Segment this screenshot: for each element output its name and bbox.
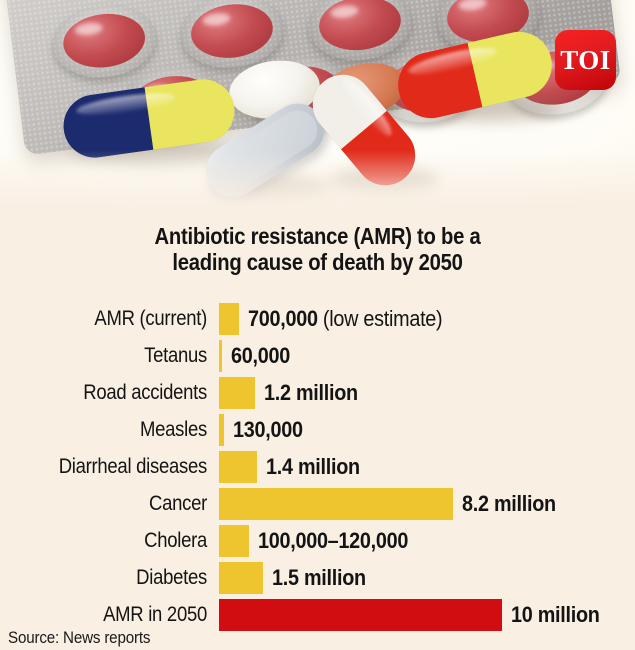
toi-logo-text: TOI — [560, 44, 611, 75]
chart-row: Measles 130,000 — [0, 411, 635, 448]
category-label: Measles — [140, 417, 207, 441]
value-label: 130,000 — [233, 416, 303, 442]
bar — [219, 302, 239, 335]
category-label: Cholera — [144, 528, 207, 552]
chart-row: Tetanus 60,000 — [0, 337, 635, 374]
value-label: 8.2 million — [462, 490, 556, 516]
bar — [219, 339, 222, 372]
category-label: Diabetes — [136, 565, 207, 589]
value-label: 1.2 million — [264, 379, 358, 405]
red-tablet — [188, 0, 276, 63]
pills-photo: TOI — [0, 0, 635, 218]
category-label: AMR in 2050 — [103, 602, 207, 626]
blister-pill — [304, 0, 417, 66]
category-label: Diarrheal diseases — [58, 454, 208, 478]
value-note: (low estimate) — [317, 305, 443, 331]
page-title: Antibiotic resistance (AMR) to be a lead… — [51, 223, 583, 275]
bar — [219, 524, 249, 557]
bar — [219, 487, 453, 520]
value-label: 1.4 million — [266, 453, 360, 479]
bar — [219, 376, 255, 409]
value-label: 1.5 million — [272, 564, 366, 590]
red-tablet — [316, 0, 404, 55]
value-label: 60,000 — [231, 342, 290, 368]
chart-row: Diabetes 1.5 million — [0, 559, 635, 596]
red-tablet — [60, 9, 149, 72]
chart-row: Cholera 100,000–120,000 — [0, 522, 635, 559]
chart-row: Diarrheal diseases 1.4 million — [0, 448, 635, 485]
bar — [219, 561, 263, 594]
value-label: 10 million — [511, 601, 600, 627]
chart-row: AMR (current) 700,000 (low estimate) — [0, 300, 635, 337]
value-label: 700,000 (low estimate) — [248, 305, 443, 331]
chart-row: Cancer 8.2 million — [0, 485, 635, 522]
photo-fade — [0, 150, 635, 218]
page-title-line-1: Antibiotic resistance (AMR) to be a — [154, 223, 481, 249]
category-label: Tetanus — [144, 343, 207, 367]
chart-row: Road accidents 1.2 million — [0, 374, 635, 411]
category-label: Cancer — [149, 491, 207, 515]
category-label: AMR (current) — [94, 306, 207, 330]
death-causes-bar-chart: AMR (current) 700,000 (low estimate) Tetan… — [0, 300, 635, 633]
blister-pill — [48, 0, 161, 84]
category-label: Road accidents — [83, 380, 207, 404]
bar — [219, 450, 257, 483]
bar — [219, 413, 224, 446]
value-label: 100,000–120,000 — [258, 527, 409, 553]
bar — [219, 598, 502, 631]
toi-logo: TOI — [555, 30, 616, 90]
page-title-line-2: leading cause of death by 2050 — [172, 249, 463, 275]
source-note: Source: News reports — [8, 629, 151, 647]
chart-row: AMR in 2050 10 million — [0, 596, 635, 633]
